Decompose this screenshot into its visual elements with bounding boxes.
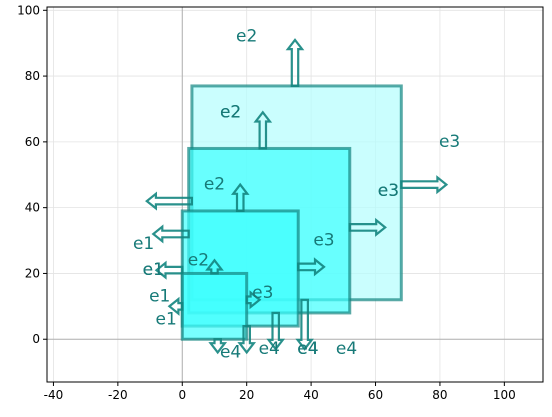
edge-label-e2: e2 [220,102,241,122]
edge-label-e1: e1 [133,234,154,254]
x-tick-label: 0 [178,388,186,402]
y-tick-label: 0 [32,332,40,346]
edge-label-e3: e3 [378,181,399,201]
edge-label-e2: e2 [236,27,257,47]
y-tick-label: 20 [25,266,40,280]
edge-label-e2: e2 [204,175,225,195]
x-tick-label: 20 [239,388,254,402]
y-tick-label: 60 [25,135,40,149]
arrow [154,260,184,280]
edge-label-e3: e3 [439,132,460,152]
x-tick-label: 60 [368,388,383,402]
x-tick-label: 80 [432,388,447,402]
arrow [205,258,224,275]
box [180,271,249,341]
edge-label-e4: e4 [336,339,357,359]
edge-label-e3: e3 [313,231,334,251]
arrows [145,38,449,355]
edge-label-e1: e1 [143,260,164,280]
y-tick-label: 40 [25,201,40,215]
y-tick-label: 100 [17,3,40,17]
edge-label-e1: e1 [156,310,177,330]
edge-label-e2: e2 [220,102,241,122]
edge-label-e3: e3 [378,181,399,201]
arrow [253,110,273,150]
boxes [180,84,403,341]
arrow [151,224,190,244]
arrow [145,191,193,211]
arrow [230,182,250,212]
arrow [285,38,305,88]
edge-label-e3: e3 [252,283,273,303]
x-tick-label: -20 [108,388,128,402]
arrow [245,290,262,310]
arrow [208,338,228,355]
plot-frame [46,6,544,383]
edge-label-e1: e1 [149,286,170,306]
edge-label-e2: e2 [188,250,209,270]
edge-label-e4: e4 [297,339,318,359]
axis-ticks: -40 -20 0 20 40 60 80 100 0 20 40 60 80 100 [17,3,516,402]
x-tick-label: 40 [303,388,318,402]
arrow [167,296,184,316]
arrow [266,311,286,351]
edge-label-e4: e4 [220,342,241,362]
x-tick-label: 100 [493,388,516,402]
arrow [237,325,257,355]
edge-label-e4: e4 [259,339,280,359]
arrow [348,217,387,237]
arrow [297,257,326,277]
arrow [400,175,449,195]
edge-label-e1: e1 [143,260,164,280]
y-tick-label: 80 [25,69,40,83]
x-tick-label: -40 [44,388,64,402]
edge-label-e4: e4 [297,339,318,359]
arrow [295,298,314,351]
